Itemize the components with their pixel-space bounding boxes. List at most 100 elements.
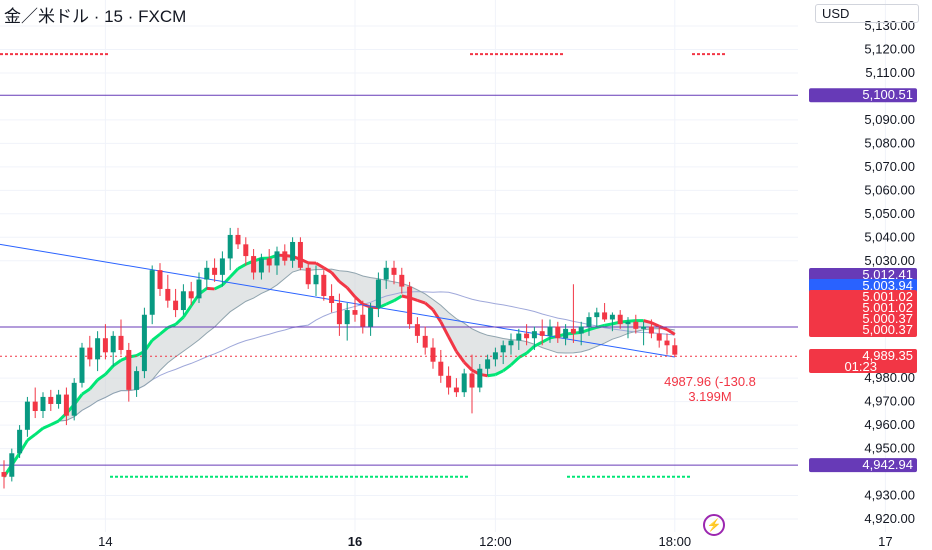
y-tick-label: 5,050.00 [864, 206, 915, 221]
trend-line [0, 243, 675, 358]
candle-body [212, 267, 218, 275]
ma-fast-segment [588, 325, 598, 332]
candle-body [329, 295, 335, 304]
candle-body [383, 267, 389, 280]
candle-body [219, 258, 225, 275]
candle-body [516, 333, 522, 341]
candle-body [407, 286, 413, 325]
lightning-icon[interactable]: ⚡ [703, 514, 725, 536]
ma-fast-segment [431, 308, 443, 323]
candle-body [617, 314, 623, 325]
candle-body [469, 373, 475, 388]
x-tick-label: 17 [878, 534, 892, 549]
candle-body [414, 324, 420, 336]
ma-fast-segment [502, 363, 512, 373]
ma-fast-segment [323, 266, 333, 274]
x-tick-label: 14 [98, 534, 112, 549]
currency-selector[interactable]: USD [815, 4, 919, 23]
x-axis: 14 16 12:00 18:00 17 [98, 534, 892, 549]
ma-fast-segment [487, 373, 496, 378]
candle-body [305, 267, 311, 285]
candle-body [524, 333, 530, 339]
price-badge: 5,012.41 [862, 267, 913, 282]
ma-fast-segment [643, 319, 652, 325]
candle-body [17, 429, 23, 454]
ma-fast-segment [518, 351, 528, 359]
candle-body [422, 335, 428, 348]
candle-body [110, 335, 116, 353]
candle-body [63, 394, 69, 416]
price-badge: 5,001.02 [862, 289, 913, 304]
candle-body [87, 347, 93, 360]
ma-fast-segment [509, 356, 520, 367]
y-tick-label: 4,950.00 [864, 441, 915, 456]
price-badge: 5,000.37 [862, 322, 913, 337]
y-tick-label: 4,970.00 [864, 394, 915, 409]
ma-fast-segment [221, 275, 232, 287]
candle-body [95, 338, 101, 360]
y-tick-label: 5,120.00 [864, 41, 915, 56]
last-price-value: 4,989.35 [862, 348, 913, 363]
ma-fast-segment [96, 373, 107, 382]
candle-body [297, 241, 303, 268]
y-tick-label: 5,030.00 [864, 253, 915, 268]
ma-fast-segment [174, 316, 185, 326]
y-tick-label: 5,070.00 [864, 159, 915, 174]
ma-fast-segment [34, 427, 44, 436]
candle-body [594, 312, 600, 318]
candle-body [157, 270, 163, 289]
candle-body [656, 333, 662, 341]
ma-fast-segment [666, 328, 676, 336]
candle-body [188, 291, 194, 299]
candle-body [633, 321, 639, 329]
candle-body [508, 340, 514, 346]
ma-fast-segment [494, 369, 504, 376]
x-tick-label: 16 [348, 534, 362, 549]
ma-fast-segment [229, 267, 240, 278]
ma-fast-segment [42, 423, 52, 430]
candle-body [344, 310, 350, 325]
ma-fast-segment [315, 261, 325, 270]
ma-fast-segment [182, 304, 193, 318]
candle-body [40, 396, 46, 412]
candle-body [586, 317, 592, 327]
candle-body [235, 234, 241, 245]
price-badges: 5,100.514,942.945,012.415,003.945,001.02… [809, 87, 917, 473]
candle-body [368, 307, 374, 327]
ma-fast-segment [112, 359, 122, 368]
candle-body [399, 274, 405, 287]
ma-fast-segment [541, 336, 551, 344]
candle-body [602, 312, 608, 320]
candle-body [531, 331, 537, 339]
ma-fast-segment [213, 283, 224, 291]
candle-body [1, 472, 7, 477]
price-badge-bg [809, 290, 917, 304]
price-badge-bg [809, 279, 917, 293]
candle-body [609, 314, 615, 320]
line-price-badge-bg [809, 88, 917, 103]
ma-fast-segment [455, 350, 466, 364]
candle-body [180, 291, 186, 311]
ma-fast-segment [159, 326, 169, 336]
y-tick-label: 4,980.00 [864, 370, 915, 385]
chart-title[interactable]: 金／米ドル · 15 · FXCM [4, 7, 187, 26]
candle-body [430, 347, 436, 362]
ma-fast-segment [627, 319, 636, 323]
candle-body [570, 328, 576, 334]
ma-fast-segment [353, 295, 364, 306]
ma-fast-segment [525, 345, 536, 355]
candle-body [258, 258, 264, 273]
y-tick-label: 4,920.00 [864, 511, 915, 526]
candles [1, 227, 678, 489]
line-price-badge: 4,942.94 [862, 457, 913, 472]
ma-fast-segment [237, 262, 247, 270]
candle-body [555, 326, 561, 339]
last-price-badge-bg [809, 349, 917, 373]
ma-fast-segment [330, 271, 341, 283]
candle-body [126, 349, 132, 390]
candle-body [352, 310, 358, 315]
candle-body [102, 338, 108, 353]
candle-body [461, 373, 467, 393]
last-price-annotation: 4987.96 (-130.8 3.199M [615, 374, 805, 404]
